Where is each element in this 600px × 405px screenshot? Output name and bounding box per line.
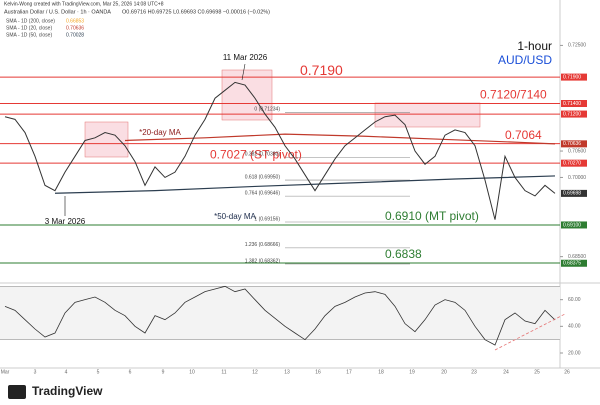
annotation: 11 Mar 2026 (223, 53, 268, 62)
level-label: 0.7120/7140 (480, 88, 547, 102)
legend-value: 0.70028 (66, 32, 84, 38)
x-tick-label: 18 (378, 369, 384, 375)
x-tick-label: 23 (471, 369, 477, 375)
price-tag (561, 159, 587, 167)
fib-label: 0.764 (0.69646) (245, 190, 281, 196)
price-tag (561, 110, 587, 118)
price-tag (561, 140, 587, 148)
x-tick-label: 26 (564, 369, 570, 375)
level-label: 0.6838 (385, 247, 422, 261)
y-tick-label: 0.70500 (568, 148, 586, 154)
credit: Kelvin-Wong created with TradingView.com… (4, 1, 164, 7)
x-tick-label: 20 (441, 369, 447, 375)
annotation: *20-day MA (139, 128, 181, 137)
x-tick-label: 24 (503, 369, 509, 375)
moving-average (54, 175, 556, 194)
price-tag (561, 73, 587, 81)
timeframe: 1-hour (517, 39, 552, 53)
price-tag-label: 0.68375 (563, 261, 581, 267)
fib-label: 0 (0.71234) (254, 107, 280, 113)
price-tag-label: 0.71900 (563, 74, 581, 80)
x-tick-label: 11 (221, 369, 226, 375)
legend-name: SMA - 1D (200, close) (6, 18, 55, 24)
level-label: 0.6910 (MT pivot) (385, 209, 479, 223)
y-tick-label: 0.72500 (568, 43, 586, 49)
rsi-trendline (494, 313, 566, 351)
fib-label: 1 (0.69156) (254, 216, 280, 222)
level-label: 0.7064 (505, 128, 542, 142)
symbol: AUD/USD (498, 53, 552, 67)
moving-average (124, 133, 556, 145)
highlight-zone (374, 102, 481, 128)
price-tag (561, 189, 587, 197)
annotation-arrow (241, 63, 246, 81)
price-tag-label: 0.71200 (563, 111, 581, 117)
price-tag (561, 259, 587, 267)
level-label: 0.7027 (ST pivot) (210, 147, 302, 161)
x-tick-label: Mar (1, 369, 10, 375)
price-tag-label: 0.69100 (563, 222, 581, 228)
x-tick-label: 9 (162, 369, 165, 375)
x-tick-label: 16 (315, 369, 321, 375)
highlight-zone (84, 121, 129, 158)
x-tick-label: 13 (284, 369, 290, 375)
legend-name: SMA - 1D (20, close) (6, 25, 52, 31)
fib-label: 1.382 (0.68362) (245, 258, 281, 264)
rsi-tick-label: 60.00 (568, 297, 581, 303)
price-tag-label: 0.70270 (563, 161, 581, 167)
price-tag (561, 100, 587, 108)
x-tick-label: 6 (129, 369, 132, 375)
y-tick-label: 0.68500 (568, 254, 586, 260)
fib-label: 1.236 (0.68666) (245, 242, 281, 248)
x-tick-label: 3 (34, 369, 37, 375)
legend-value: 0.70636 (66, 25, 84, 31)
brand-logo (8, 385, 26, 399)
legend-name: SMA - 1D (50, close) (6, 32, 52, 38)
price-tag-label: 0.71400 (563, 101, 581, 107)
annotation: 3 Mar 2026 (45, 217, 86, 226)
x-tick-label: 25 (534, 369, 540, 375)
brand: TradingView (32, 384, 103, 398)
x-tick-label: 4 (65, 369, 68, 375)
price-tag (561, 221, 587, 229)
chart-title: Australian Dollar / U.S. Dollar · 1h · O… (4, 9, 111, 15)
rsi-tick-label: 20.00 (568, 350, 581, 356)
fib-label: 0.618 (0.69950) (245, 174, 281, 180)
price-tag-label: 0.70636 (563, 141, 581, 147)
annotation: *50-day MA (214, 212, 256, 221)
ohlc: O0.69716 H0.69725 L0.69693 C0.69698 −0.0… (122, 9, 270, 15)
price-line (4, 81, 556, 220)
fib-label: 0.382 (0.70380) (245, 152, 281, 158)
x-tick-label: 5 (97, 369, 100, 375)
x-tick-label: 19 (409, 369, 415, 375)
level-label: 0.7190 (300, 62, 343, 78)
rsi-band (0, 286, 560, 340)
legend-value: 0.66853 (66, 18, 84, 24)
rsi-tick-label: 40.00 (568, 324, 581, 330)
y-tick-label: 0.70000 (568, 175, 586, 181)
price-tag-label: 0.69698 (563, 191, 581, 197)
x-tick-label: 12 (252, 369, 258, 375)
rsi-line (4, 285, 556, 346)
x-tick-label: 17 (346, 369, 352, 375)
x-tick-label: 10 (189, 369, 195, 375)
